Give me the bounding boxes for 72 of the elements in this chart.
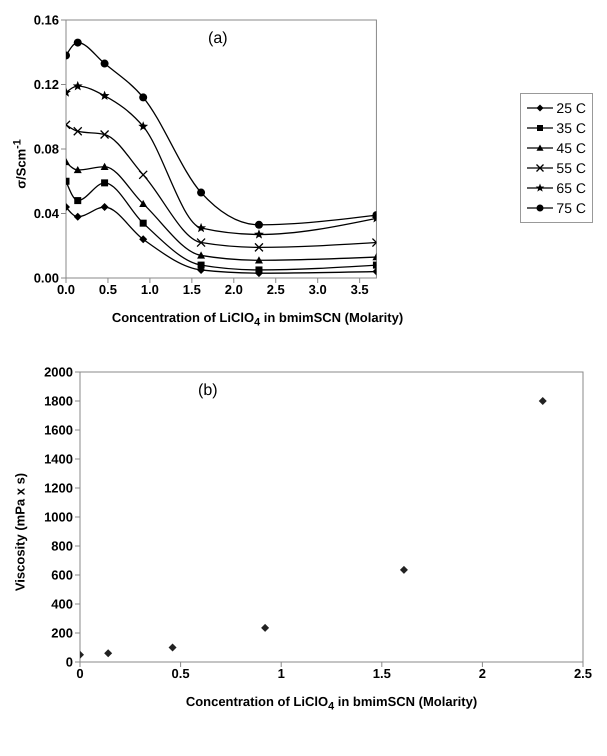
point [100, 90, 110, 100]
point [140, 220, 147, 227]
point [139, 93, 148, 102]
legend-label: 35 C [556, 120, 586, 136]
point [254, 242, 264, 252]
point [254, 220, 263, 229]
point [196, 222, 206, 232]
y-axis-title: Viscosity (mPa x s) [12, 472, 28, 592]
x-tick-label: 0 [76, 666, 84, 682]
x-tick-label: 0.5 [172, 666, 190, 682]
y-tick-label: 600 [51, 568, 73, 583]
x-axis-title: Concentration of LiClO$_{4}$ in bmimSCN (Molarity) [110, 310, 404, 329]
x-tick-label: 1.5 [372, 666, 391, 682]
x-tick-label: 0.0 [56, 282, 76, 298]
annotation: (a) [208, 30, 228, 48]
y-tick-label: 0.12 [34, 77, 59, 92]
legend-label: 65 C [556, 180, 586, 196]
x-axis-title: Concentration of LiClO$_{4}$ in bmimSCN (Molarity) [184, 694, 478, 713]
y-tick-label: 400 [51, 596, 73, 612]
point [100, 162, 109, 170]
x-tick-label: 3.0 [308, 282, 327, 298]
y-tick-label: 0.00 [34, 270, 59, 286]
y-tick-label: 200 [51, 626, 73, 641]
y-tick-label: 2000 [44, 364, 73, 380]
point [254, 256, 263, 264]
x-tick-label: 1 [278, 666, 285, 682]
x-tick-label: 1.5 [182, 282, 201, 298]
legend-label: 45 C [556, 140, 586, 156]
legend-label: 55 C [556, 160, 586, 176]
point [74, 197, 82, 204]
x-tick-label: 3.5 [350, 282, 369, 298]
annotation: (b) [198, 382, 218, 400]
x-tick-label: 2.5 [266, 282, 285, 298]
point [197, 251, 206, 259]
y-tick-label: 1600 [44, 422, 73, 438]
y-tick-label: 800 [51, 538, 73, 554]
legend-label: 75 C [556, 200, 586, 216]
y-tick-label: 0.04 [34, 206, 60, 222]
point [74, 38, 82, 47]
y-tick-label: 0.16 [34, 12, 59, 28]
point [196, 238, 206, 248]
x-tick-label: 2.0 [224, 282, 243, 298]
point [72, 80, 83, 90]
point [261, 624, 270, 632]
point [168, 644, 177, 652]
point [73, 126, 82, 136]
point [100, 203, 109, 212]
point [74, 166, 82, 174]
point [254, 229, 264, 239]
point [139, 200, 148, 208]
y-tick-label: 1800 [44, 394, 73, 409]
y-tick-label: 0 [66, 654, 73, 670]
x-tick-label: 2.5 [574, 666, 592, 682]
x-tick-label: 1.0 [140, 282, 159, 298]
y-tick-label: 1200 [44, 480, 73, 496]
point [101, 179, 108, 186]
y-tick-label: 1000 [44, 510, 73, 525]
point [138, 170, 148, 180]
y-tick-label: 0.08 [34, 142, 59, 157]
point [100, 130, 110, 140]
y-tick-label: 1400 [44, 452, 73, 467]
x-tick-label: 2 [478, 666, 486, 682]
point [100, 60, 109, 68]
point [400, 566, 408, 574]
point [139, 235, 148, 244]
point [104, 649, 112, 658]
point [197, 188, 206, 197]
point [138, 121, 148, 131]
x-tick-label: 0.5 [98, 282, 117, 298]
legend-label: 25 C [556, 100, 586, 116]
point [538, 397, 547, 405]
point [74, 212, 82, 221]
